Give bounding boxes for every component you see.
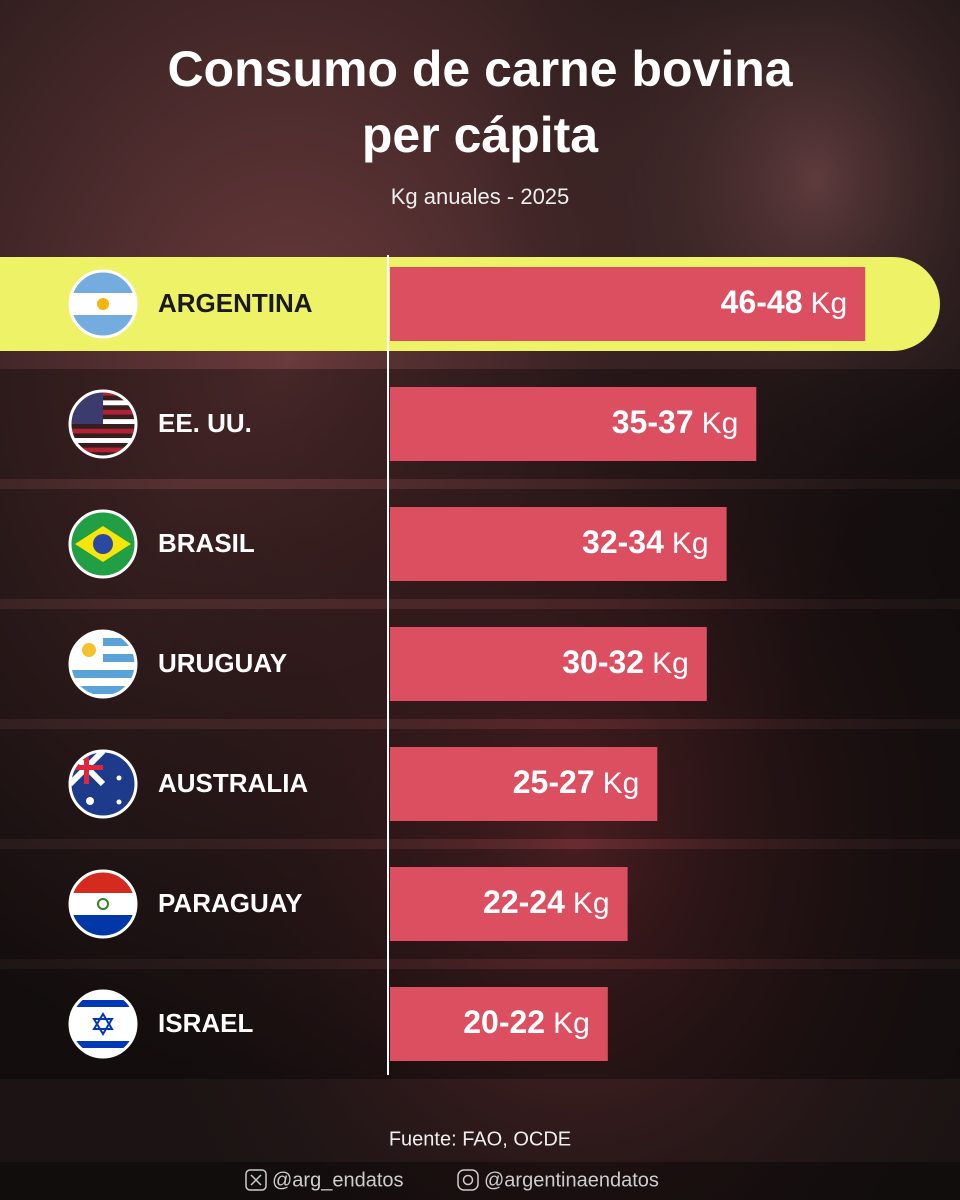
flag-border [68, 749, 138, 819]
value-range: 30-32 [562, 644, 644, 680]
flag-stripe [70, 1000, 136, 1007]
flag-border [68, 269, 138, 339]
chart-title: Consumo de carne bovina per cápita [167, 41, 793, 163]
social-handle: @argentinaendatos [484, 1169, 659, 1191]
flag [70, 511, 136, 577]
bar [390, 507, 727, 581]
value-label: 20-22 Kg [463, 1004, 590, 1040]
value-range: 46-48 [721, 284, 803, 320]
value-range: 32-34 [582, 524, 664, 560]
instagram-icon [462, 1174, 474, 1186]
value-unit: Kg [553, 1007, 590, 1040]
social-handle: @arg_endatos [272, 1169, 404, 1191]
value-range: 35-37 [612, 404, 694, 440]
value-label: 30-32 Kg [562, 644, 689, 680]
category-label: AUSTRALIA [158, 768, 308, 798]
bar [390, 267, 866, 341]
category-label: ISRAEL [158, 1008, 253, 1038]
flag-stripe [70, 893, 136, 915]
flag-stripe [70, 670, 136, 678]
source: Fuente: FAO, OCDE [389, 1128, 571, 1150]
flag [70, 991, 136, 1057]
flag-stripe [70, 686, 136, 694]
value-range: 22-24 [483, 884, 565, 920]
value-label: 35-37 Kg [612, 404, 739, 440]
flag-sun [82, 643, 96, 657]
flag-stripe [70, 1041, 136, 1048]
value-unit: Kg [573, 887, 610, 920]
flag-border [68, 509, 138, 579]
value-unit: Kg [810, 287, 847, 320]
value-unit: Kg [672, 527, 709, 560]
category-label: BRASIL [158, 528, 255, 558]
flag-star [92, 1012, 114, 1036]
value-unit: Kg [702, 407, 739, 440]
bar [390, 867, 628, 941]
value-unit: Kg [652, 647, 689, 680]
category-label: ARGENTINA [158, 288, 313, 318]
footer-band [0, 1162, 960, 1200]
flag [70, 271, 136, 337]
value-label: 25-27 Kg [513, 764, 640, 800]
value-label: 46-48 Kg [721, 284, 848, 320]
flag-border [68, 989, 138, 1059]
x-icon [250, 1174, 262, 1186]
flag-emblem [97, 898, 109, 910]
value-range: 20-22 [463, 1004, 545, 1040]
flag-star [116, 775, 122, 781]
x-icon [245, 1169, 267, 1191]
value-unit: Kg [603, 767, 640, 800]
category-label: URUGUAY [158, 648, 287, 678]
flag-stripe [70, 428, 136, 434]
flag-stripe [70, 438, 136, 443]
flag-stripe [70, 447, 136, 453]
value-range: 25-27 [513, 764, 595, 800]
bar [390, 387, 757, 461]
flag-border [68, 629, 138, 699]
instagram-icon [457, 1169, 479, 1191]
flag-border [68, 389, 138, 459]
category-label: PARAGUAY [158, 888, 302, 918]
value-label: 32-34 Kg [582, 524, 709, 560]
flag [70, 751, 136, 817]
flag-globe [93, 534, 113, 554]
bar [390, 987, 608, 1061]
category-label: EE. UU. [158, 408, 252, 438]
flag-border [68, 869, 138, 939]
value-label: 22-24 Kg [483, 884, 610, 920]
bar [390, 627, 707, 701]
flag-sun [97, 298, 109, 310]
chart-subtitle: Kg anuales - 2025 [390, 184, 570, 209]
flag-star [116, 799, 122, 805]
bar [390, 747, 658, 821]
flag-star [86, 797, 94, 805]
